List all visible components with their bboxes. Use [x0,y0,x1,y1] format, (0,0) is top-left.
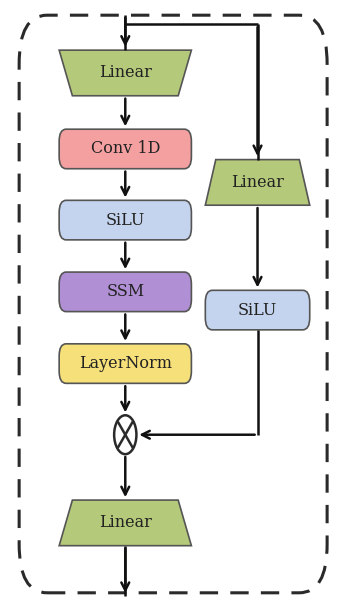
Text: SiLU: SiLU [105,212,145,229]
Polygon shape [59,50,191,96]
Polygon shape [59,500,191,546]
Circle shape [114,415,136,454]
FancyBboxPatch shape [205,291,310,330]
FancyBboxPatch shape [59,201,191,240]
Text: LayerNorm: LayerNorm [79,355,172,372]
FancyBboxPatch shape [59,129,191,168]
FancyBboxPatch shape [19,15,327,593]
Polygon shape [205,160,310,206]
Text: Linear: Linear [231,174,284,191]
FancyBboxPatch shape [59,272,191,311]
Text: Linear: Linear [99,64,152,81]
Text: SiLU: SiLU [238,302,277,319]
FancyBboxPatch shape [59,344,191,383]
Text: SSM: SSM [106,283,144,300]
Text: Linear: Linear [99,514,152,531]
Text: Conv 1D: Conv 1D [90,140,160,157]
